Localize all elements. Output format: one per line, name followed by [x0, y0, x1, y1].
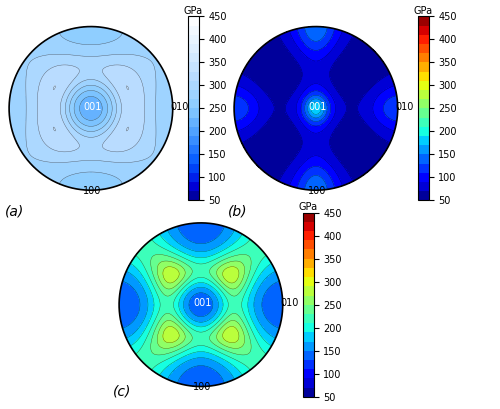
Text: (b): (b)	[228, 204, 247, 218]
Title: GPa: GPa	[414, 6, 432, 16]
Text: 100: 100	[308, 186, 326, 196]
Title: GPa: GPa	[298, 202, 318, 212]
Text: 100: 100	[194, 382, 212, 392]
Text: 100: 100	[84, 186, 102, 196]
Text: 001: 001	[194, 298, 212, 308]
Text: 010: 010	[280, 298, 298, 308]
Text: 010: 010	[170, 102, 188, 112]
Text: 001: 001	[308, 102, 326, 112]
Text: (a): (a)	[5, 204, 24, 218]
Title: GPa: GPa	[184, 6, 203, 16]
Text: 001: 001	[84, 102, 102, 112]
Text: 010: 010	[396, 102, 413, 112]
Text: (c): (c)	[112, 385, 131, 399]
